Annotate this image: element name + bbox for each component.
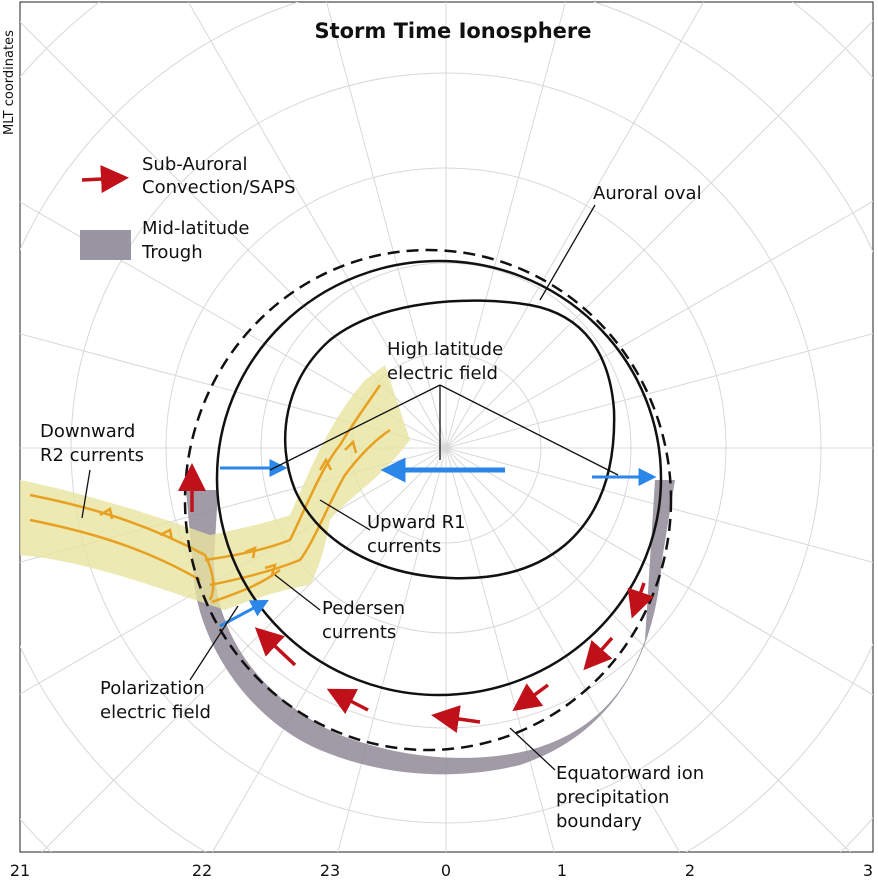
upward-currents-label-1: Upward R1 — [367, 512, 466, 533]
legend-saps-arrow — [81, 165, 129, 194]
boundary-label-2: precipitation — [556, 787, 669, 808]
polar-cap-boundary — [284, 299, 616, 580]
high-latitude-field-label-2: electric field — [387, 363, 498, 384]
legend: Sub-Auroral Convection/SAPS Mid-latitude… — [80, 154, 296, 263]
polarization-field-label-2: electric field — [100, 702, 211, 723]
tick-label: 2 — [685, 861, 695, 880]
tick-label: 1 — [557, 861, 567, 880]
tick-label: 22 — [192, 861, 212, 880]
polarization-field-label-1: Polarization — [100, 678, 205, 699]
auroral-oval-label: Auroral oval — [593, 183, 702, 204]
leader-lines — [81, 204, 619, 771]
tick-label: 21 — [10, 861, 30, 880]
equatorward-ion-precipitation-boundary — [183, 248, 673, 752]
boundary-label-1: Equatorward ion — [556, 763, 704, 784]
x-axis-ticks: 21 22 23 0 1 2 3 — [10, 861, 873, 880]
pedersen-currents-label-1: Pedersen — [322, 598, 405, 619]
upward-currents-label-2: currents — [367, 536, 441, 557]
legend-saps-label-1: Sub-Auroral — [142, 154, 248, 175]
saps-arrows — [178, 463, 655, 733]
tick-label: 23 — [320, 861, 340, 880]
mlt-coordinates-label: MLT coordinates — [2, 30, 17, 135]
downward-currents-label-2: R2 currents — [40, 445, 144, 466]
legend-saps-label-2: Convection/SAPS — [142, 177, 296, 198]
current-band — [20, 365, 410, 610]
legend-trough-label-1: Mid-latitude — [142, 218, 250, 239]
legend-trough-label-2: Trough — [141, 242, 203, 263]
auroral-oval — [215, 259, 663, 697]
legend-trough-swatch — [80, 230, 131, 260]
high-latitude-field-label-1: High latitude — [387, 339, 503, 360]
diagram-title: Storm Time Ionosphere — [314, 19, 591, 43]
pedersen-currents-label-2: currents — [322, 622, 396, 643]
current-lines — [29, 384, 391, 604]
tick-label: 3 — [863, 861, 873, 880]
tick-label: 0 — [441, 861, 451, 880]
boundary-label-3: boundary — [556, 811, 642, 832]
downward-currents-label-1: Downward — [40, 421, 135, 442]
